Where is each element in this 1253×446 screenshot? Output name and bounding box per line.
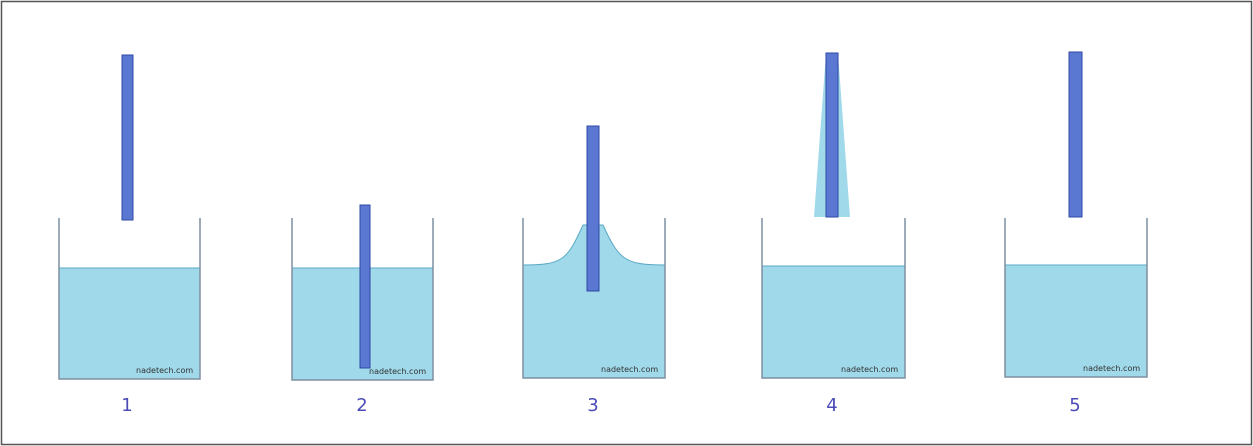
diagram: nadetech.com 1 nadetech.com 2 nadetech.com 3 n… <box>0 0 1253 446</box>
step-label: 3 <box>587 395 598 416</box>
step-label: 2 <box>356 395 367 416</box>
liquid <box>762 266 905 378</box>
watermark: nadetech.com <box>369 367 426 376</box>
substrate-rod <box>1069 52 1082 217</box>
liquid <box>59 268 200 379</box>
substrate-rod <box>587 126 599 291</box>
watermark: nadetech.com <box>841 365 898 374</box>
step-label: 1 <box>121 395 132 416</box>
watermark: nadetech.com <box>136 366 193 375</box>
step-label: 5 <box>1069 395 1080 416</box>
page: nadetech.com 1 nadetech.com 2 nadetech.com 3 n… <box>0 0 1253 446</box>
watermark: nadetech.com <box>1083 364 1140 373</box>
substrate-rod <box>360 205 370 368</box>
liquid <box>1005 265 1147 377</box>
substrate-rod <box>826 53 838 217</box>
watermark: nadetech.com <box>601 365 658 374</box>
step-label: 4 <box>826 395 837 416</box>
substrate-rod <box>122 55 133 220</box>
